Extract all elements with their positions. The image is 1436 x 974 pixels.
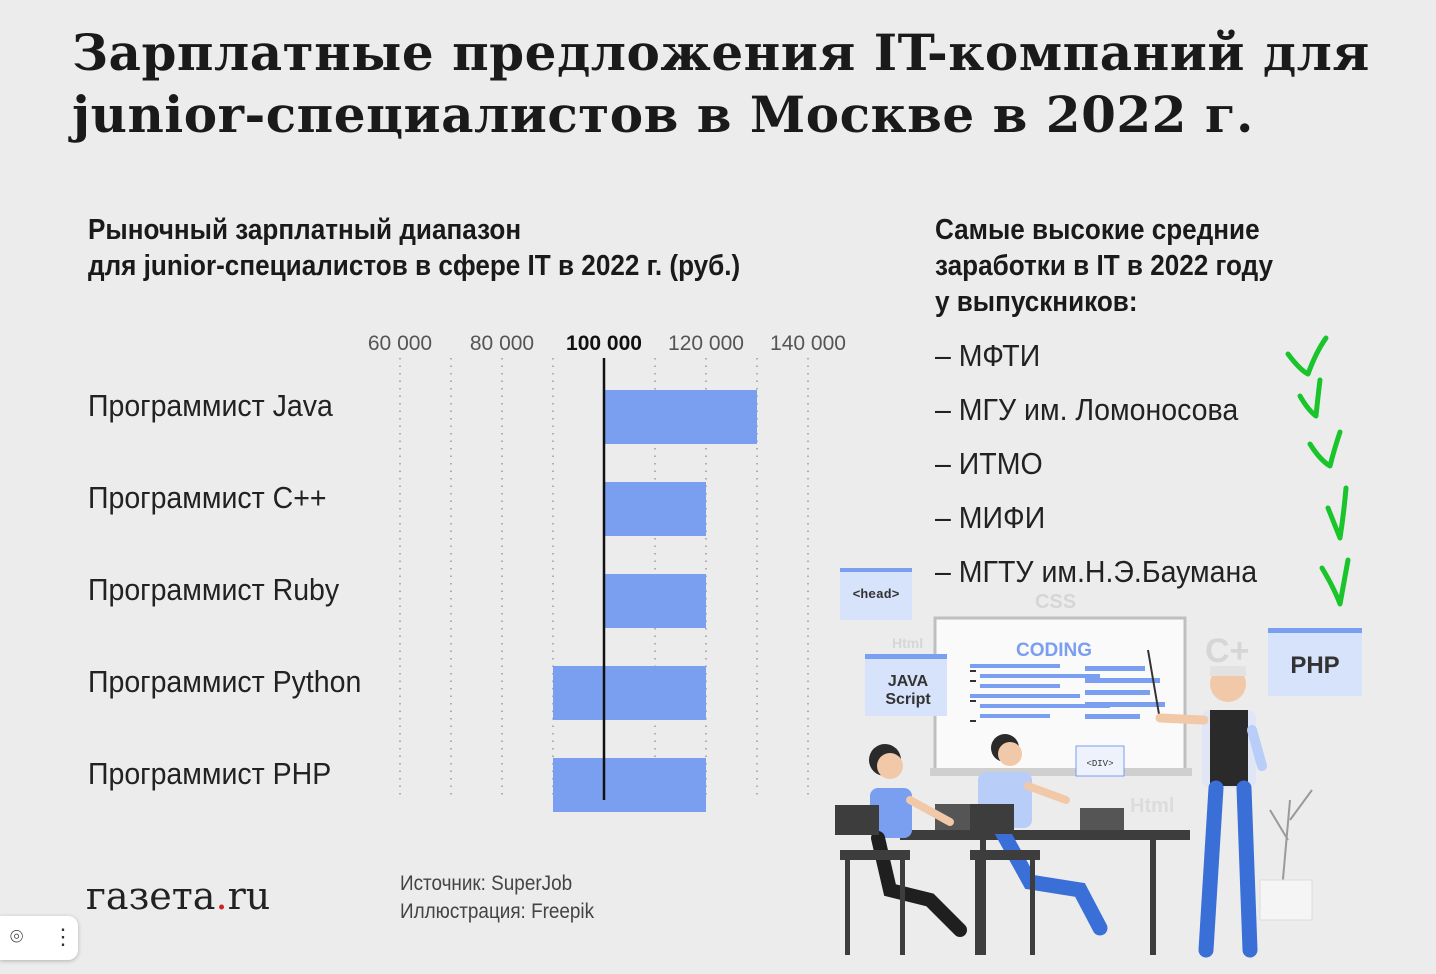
page-title: Зарплатные предложения IT-компаний для j…: [72, 23, 1370, 144]
range-bar: [553, 758, 706, 812]
php-tag: [1268, 630, 1362, 696]
html-tag-faint: Html: [892, 635, 923, 651]
logo-tld: ru: [227, 874, 271, 918]
x-tick-label: 120 000: [668, 332, 744, 355]
checkmarks: [1285, 335, 1351, 607]
head-tag: [840, 570, 912, 620]
head-tag-label: <head>: [853, 587, 900, 602]
classroom-illustration: CODING <head> Html JAVA Script CSS C+ PH…: [835, 568, 1362, 958]
list-item: – МИФИ: [935, 500, 1046, 535]
js-tag-line-1: JAVA: [888, 673, 929, 690]
image-toolbar: ⌾ ⋮: [0, 916, 78, 960]
range-bar: [553, 666, 706, 720]
x-tick-label: 80 000: [470, 332, 534, 355]
list-item: – ИТМО: [935, 446, 1043, 481]
category-label: Программист C++: [88, 481, 326, 515]
lens-search-icon[interactable]: ⌾: [10, 924, 24, 949]
chart-subtitle-line-1: Рыночный зарплатный диапазон: [88, 214, 522, 246]
checkmark-icon: [1319, 557, 1351, 607]
universities-title-line-3: у выпускников:: [935, 286, 1138, 318]
js-tag: [865, 656, 947, 716]
category-label: Программист Java: [88, 389, 333, 423]
board-label: CODING: [1016, 640, 1092, 661]
illustration-credit: Иллюстрация: Freepik: [400, 900, 595, 923]
css-tag-faint: CSS: [1035, 591, 1076, 613]
universities-title: Самые высокие средние заработки в IT в 2…: [935, 212, 1273, 320]
more-options-icon[interactable]: ⋮: [52, 924, 74, 949]
checkmark-icon: [1307, 429, 1343, 469]
universities-title-line-1: Самые высокие средние: [935, 214, 1260, 246]
list-item: – МГУ им. Ломоносова: [935, 392, 1239, 427]
list-item: – МФТИ: [935, 338, 1041, 373]
cpp-tag-faint: C+: [1205, 632, 1249, 670]
range-bar: [604, 574, 706, 628]
logo-dot: .: [215, 874, 228, 918]
credits: Источник: SuperJob Иллюстрация: Freepik: [400, 870, 616, 926]
category-label: Программист Ruby: [88, 573, 339, 607]
desk: [900, 830, 1190, 840]
chart-subtitle-line-2: для junior-специалистов в сфере IT в 202…: [88, 250, 741, 282]
student-2: [970, 734, 1108, 955]
logo-main: газета: [86, 874, 216, 918]
list-item: – МГТУ им.Н.Э.Баумана: [935, 554, 1258, 589]
student-1: [835, 744, 967, 955]
universities-title-line-2: заработки в IT в 2022 году: [935, 250, 1274, 282]
x-tick-label: 100 000: [566, 332, 642, 355]
universities-list: – МФТИ – МГУ им. Ломоносова – ИТМО – МИФ…: [935, 334, 1285, 604]
js-tag-line-2: Script: [885, 691, 931, 708]
chart-subtitle: Рыночный зарплатный диапазон для junior-…: [88, 212, 740, 284]
checkmark-icon: [1285, 335, 1329, 377]
source-credit: Источник: SuperJob: [400, 872, 573, 895]
checkmark-icon: [1325, 485, 1349, 541]
category-label: Программист Python: [88, 665, 361, 699]
div-tag: [1075, 745, 1125, 777]
div-tag-label: <DIV>: [1086, 759, 1113, 769]
category-label: Программист PHP: [88, 757, 331, 791]
x-tick-label: 60 000: [368, 332, 432, 355]
teacher: [1147, 649, 1267, 958]
gazeta-logo: газета.ru: [86, 874, 270, 918]
range-bar: [604, 390, 757, 444]
range-bar: [604, 482, 706, 536]
x-tick-label: 140 000: [770, 332, 846, 355]
salary-range-chart: 60 000 80 000 100 000 120 000 140 000 Програм…: [88, 332, 846, 812]
checkmark-icon: [1297, 377, 1323, 419]
php-tag-label: PHP: [1290, 652, 1339, 679]
plant: [1269, 789, 1313, 891]
html-tag-faint-2: Html: [1130, 795, 1174, 817]
